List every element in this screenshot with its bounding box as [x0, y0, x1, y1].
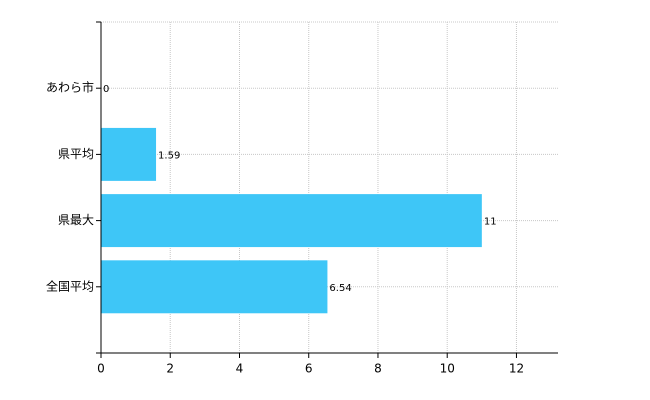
y-tick-label: 県最大	[58, 213, 94, 227]
value-label: 11	[484, 217, 497, 228]
value-label: 0	[103, 84, 109, 95]
x-tick-label: 6	[305, 362, 313, 376]
x-tick-label: 4	[236, 362, 244, 376]
y-tick-label: 県平均	[58, 147, 94, 161]
x-tick-label: 10	[440, 362, 455, 376]
value-label: 1.59	[158, 150, 180, 161]
x-tick-label: 2	[166, 362, 174, 376]
value-label: 6.54	[329, 283, 351, 294]
bar	[101, 194, 482, 248]
y-tick-label: 全国平均	[46, 278, 94, 293]
x-tick-label: 0	[97, 362, 105, 376]
y-tick-label: あわら市	[46, 80, 94, 95]
bar	[101, 127, 157, 181]
x-tick-label: 12	[509, 362, 524, 376]
x-tick-label: 8	[374, 362, 382, 376]
bar	[101, 260, 328, 314]
